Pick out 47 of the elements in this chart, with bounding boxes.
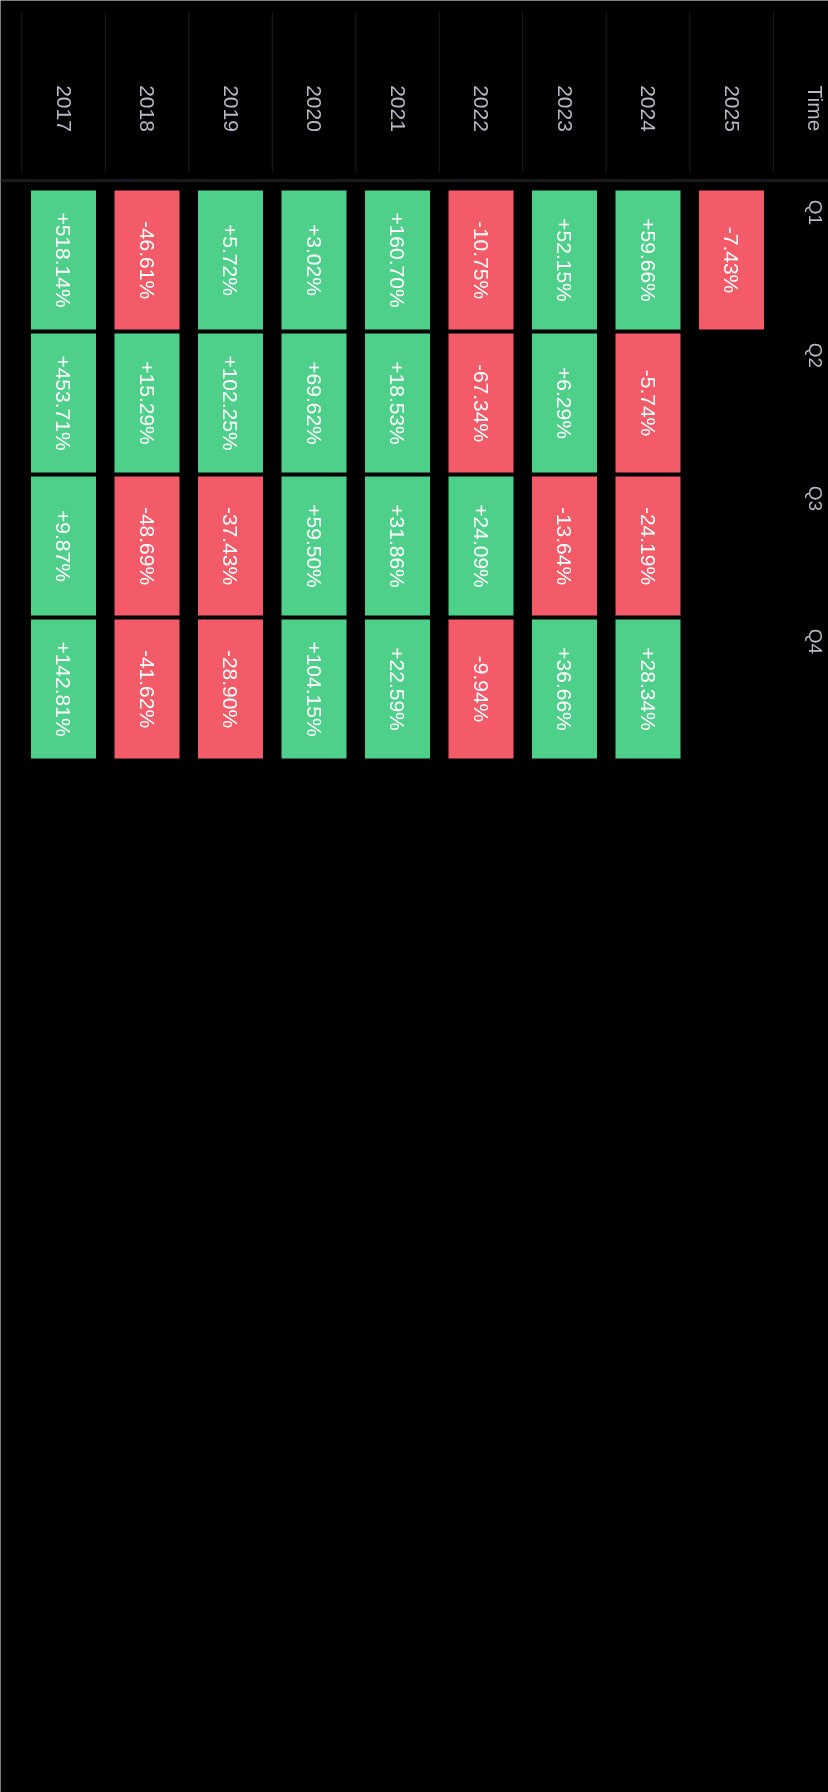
data-label: -10.75% — [469, 220, 493, 300]
data-label: -24.19% — [636, 506, 660, 586]
y-tick-label: Q3 — [804, 485, 826, 512]
data-label: -37.43% — [219, 506, 242, 586]
x-tick-label: 2020 — [303, 85, 326, 132]
data-label: -5.74% — [636, 369, 660, 437]
y-tick-label: Q2 — [804, 342, 826, 369]
data-label: -67.34% — [469, 363, 493, 443]
data-label: +142.81% — [52, 641, 75, 737]
data-label: +52.15% — [553, 218, 576, 302]
data-label: +22.59% — [386, 647, 409, 731]
data-label: -28.90% — [219, 649, 242, 729]
data-label: -41.62% — [135, 649, 159, 729]
data-label: +24.09% — [469, 504, 493, 588]
data-label: +3.02% — [302, 224, 326, 296]
data-label: +104.15% — [302, 641, 326, 737]
x-tick-label: 2021 — [386, 85, 410, 132]
x-tick-label: 2018 — [136, 85, 159, 132]
data-label: +28.34% — [636, 647, 660, 731]
x-tick-label: 2025 — [720, 85, 744, 132]
data-label: +160.70% — [386, 212, 409, 308]
data-label: +59.66% — [636, 218, 660, 302]
data-label: +31.86% — [386, 504, 409, 588]
x-tick-label: 2023 — [553, 85, 577, 132]
data-label: +6.29% — [553, 367, 576, 439]
y-tick-label: Q1 — [804, 199, 826, 226]
data-label: +518.14% — [52, 212, 75, 308]
data-label: +102.25% — [219, 355, 242, 451]
data-label: +15.29% — [135, 361, 159, 445]
data-label: +18.53% — [386, 361, 409, 445]
data-label: -13.64% — [553, 506, 576, 586]
y-tick-label: Q4 — [804, 628, 826, 655]
data-label: +59.50% — [302, 504, 326, 588]
data-label: +69.62% — [302, 361, 326, 445]
data-label: -46.61% — [135, 220, 159, 300]
y-axis-title: Time — [803, 85, 827, 132]
data-label: +5.72% — [219, 224, 242, 296]
data-label: +9.87% — [52, 510, 75, 582]
data-label: +453.71% — [52, 355, 75, 451]
x-tick-label: 2024 — [637, 85, 660, 133]
x-tick-label: 2019 — [219, 85, 243, 132]
x-tick-label: 2017 — [52, 85, 76, 132]
data-label: -48.69% — [135, 506, 159, 586]
data-label: -7.43% — [720, 226, 743, 294]
x-tick-label: 2022 — [470, 85, 493, 132]
data-label: -9.94% — [469, 655, 493, 723]
data-label: +36.66% — [553, 647, 576, 731]
